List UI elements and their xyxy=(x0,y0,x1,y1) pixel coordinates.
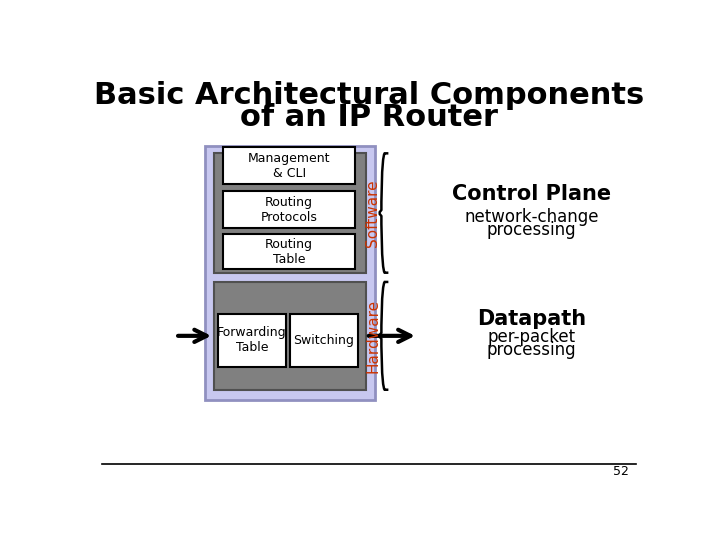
FancyBboxPatch shape xyxy=(290,314,358,367)
Text: processing: processing xyxy=(487,341,577,360)
FancyBboxPatch shape xyxy=(218,314,286,367)
Text: Control Plane: Control Plane xyxy=(452,184,611,204)
FancyBboxPatch shape xyxy=(204,146,375,400)
Text: per-packet: per-packet xyxy=(487,328,576,346)
Text: 52: 52 xyxy=(613,465,629,478)
Text: Routing
Protocols: Routing Protocols xyxy=(261,195,318,224)
Text: of an IP Router: of an IP Router xyxy=(240,103,498,132)
Text: Datapath: Datapath xyxy=(477,309,586,329)
Text: Software: Software xyxy=(365,179,380,247)
Text: Management
& CLI: Management & CLI xyxy=(248,152,330,180)
Text: Forwarding
Table: Forwarding Table xyxy=(217,327,287,354)
Text: Routing
Table: Routing Table xyxy=(265,238,313,266)
Text: Hardware: Hardware xyxy=(365,299,380,373)
FancyBboxPatch shape xyxy=(223,147,355,184)
Text: Basic Architectural Components: Basic Architectural Components xyxy=(94,81,644,110)
FancyBboxPatch shape xyxy=(223,234,355,269)
Text: processing: processing xyxy=(487,221,577,239)
FancyBboxPatch shape xyxy=(214,282,366,390)
Text: Switching: Switching xyxy=(294,334,354,347)
Text: network-change: network-change xyxy=(464,208,599,226)
FancyBboxPatch shape xyxy=(223,191,355,228)
FancyBboxPatch shape xyxy=(214,153,366,273)
